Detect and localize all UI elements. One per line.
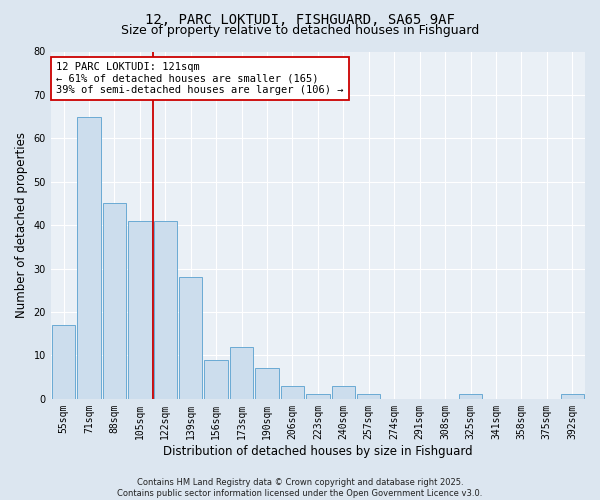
Bar [281, 386, 304, 399]
Text: 12, PARC LOKTUDI, FISHGUARD, SA65 9AF: 12, PARC LOKTUDI, FISHGUARD, SA65 9AF [145, 12, 455, 26]
Bar [179, 278, 202, 399]
Bar [306, 394, 329, 399]
Y-axis label: Number of detached properties: Number of detached properties [15, 132, 28, 318]
Bar [459, 394, 482, 399]
Bar [52, 325, 75, 399]
Text: Contains HM Land Registry data © Crown copyright and database right 2025.
Contai: Contains HM Land Registry data © Crown c… [118, 478, 482, 498]
Text: 12 PARC LOKTUDI: 121sqm
← 61% of detached houses are smaller (165)
39% of semi-d: 12 PARC LOKTUDI: 121sqm ← 61% of detache… [56, 62, 344, 95]
Bar [560, 394, 584, 399]
Bar [332, 386, 355, 399]
Bar [205, 360, 228, 399]
X-axis label: Distribution of detached houses by size in Fishguard: Distribution of detached houses by size … [163, 444, 473, 458]
Bar [103, 204, 126, 399]
Bar [357, 394, 380, 399]
Bar [230, 346, 253, 399]
Text: Size of property relative to detached houses in Fishguard: Size of property relative to detached ho… [121, 24, 479, 37]
Bar [128, 221, 152, 399]
Bar [154, 221, 177, 399]
Bar [77, 116, 101, 399]
Bar [256, 368, 279, 399]
